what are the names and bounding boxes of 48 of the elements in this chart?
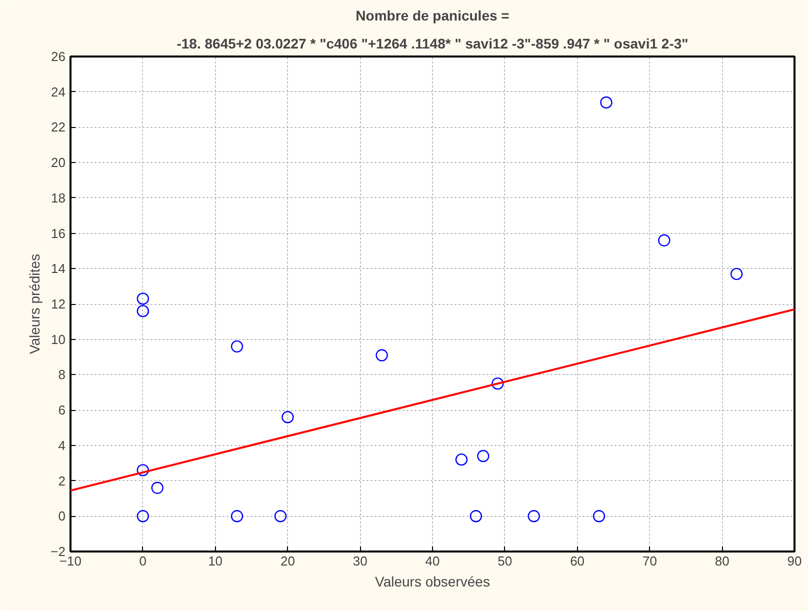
y-tick-label: 22	[51, 120, 66, 135]
point	[136, 510, 149, 522]
point	[592, 510, 606, 522]
y-tick-label: 14	[51, 261, 66, 276]
y-tick-label: 18	[51, 190, 66, 206]
point	[730, 268, 743, 280]
x-tick-label: 20	[280, 554, 295, 568]
x-tick-label: 10	[208, 554, 223, 568]
y-tick-label: 26	[51, 49, 66, 64]
y-tick-label: 10	[51, 332, 66, 347]
point	[274, 510, 287, 522]
x-tick-label: 50	[498, 554, 512, 568]
point	[658, 234, 670, 246]
point	[136, 292, 149, 305]
y-tick-label: 2	[58, 473, 66, 488]
point	[230, 510, 244, 522]
y-tick-label: 12	[51, 296, 66, 312]
y-tick-label: 20	[51, 155, 66, 170]
y-tick-label: 16	[51, 226, 66, 241]
point	[492, 377, 504, 390]
x-tick-label: 30	[352, 554, 368, 568]
point	[136, 304, 149, 318]
y-tick-label: 0	[58, 508, 66, 524]
x-tick-label: 40	[425, 554, 440, 568]
point	[230, 340, 244, 353]
y-tick-label: 8	[58, 367, 66, 382]
x-tick-label: 0	[139, 554, 147, 568]
point	[455, 453, 468, 466]
y-tick-label: 6	[58, 402, 66, 418]
chart-subtitle: -18. 8645+2 03.0227 * "c406 "+1264 .1148* " savi12 -3"-859 .947 * " osavi1 2-3"	[176, 36, 688, 52]
y-axis-title: Valeurs prédites	[26, 254, 43, 354]
point	[136, 464, 149, 476]
point	[282, 411, 294, 424]
point	[470, 510, 482, 522]
y-tick-label: 4	[58, 438, 66, 453]
x-tick-label: 90	[787, 554, 802, 568]
chart-title: Nombre de panicules =	[356, 8, 510, 24]
point	[477, 450, 490, 462]
x-axis-title: Valeurs observées	[375, 574, 490, 590]
point	[528, 510, 540, 522]
y-tick-label: 24	[51, 84, 66, 100]
point	[151, 482, 164, 494]
point	[376, 349, 388, 362]
x-tick-label: 70	[642, 554, 657, 568]
x-tick-label: 80	[714, 554, 730, 568]
x-tick-label: 60	[570, 554, 585, 568]
y-tick-label: −2	[50, 544, 66, 559]
point	[600, 96, 612, 109]
